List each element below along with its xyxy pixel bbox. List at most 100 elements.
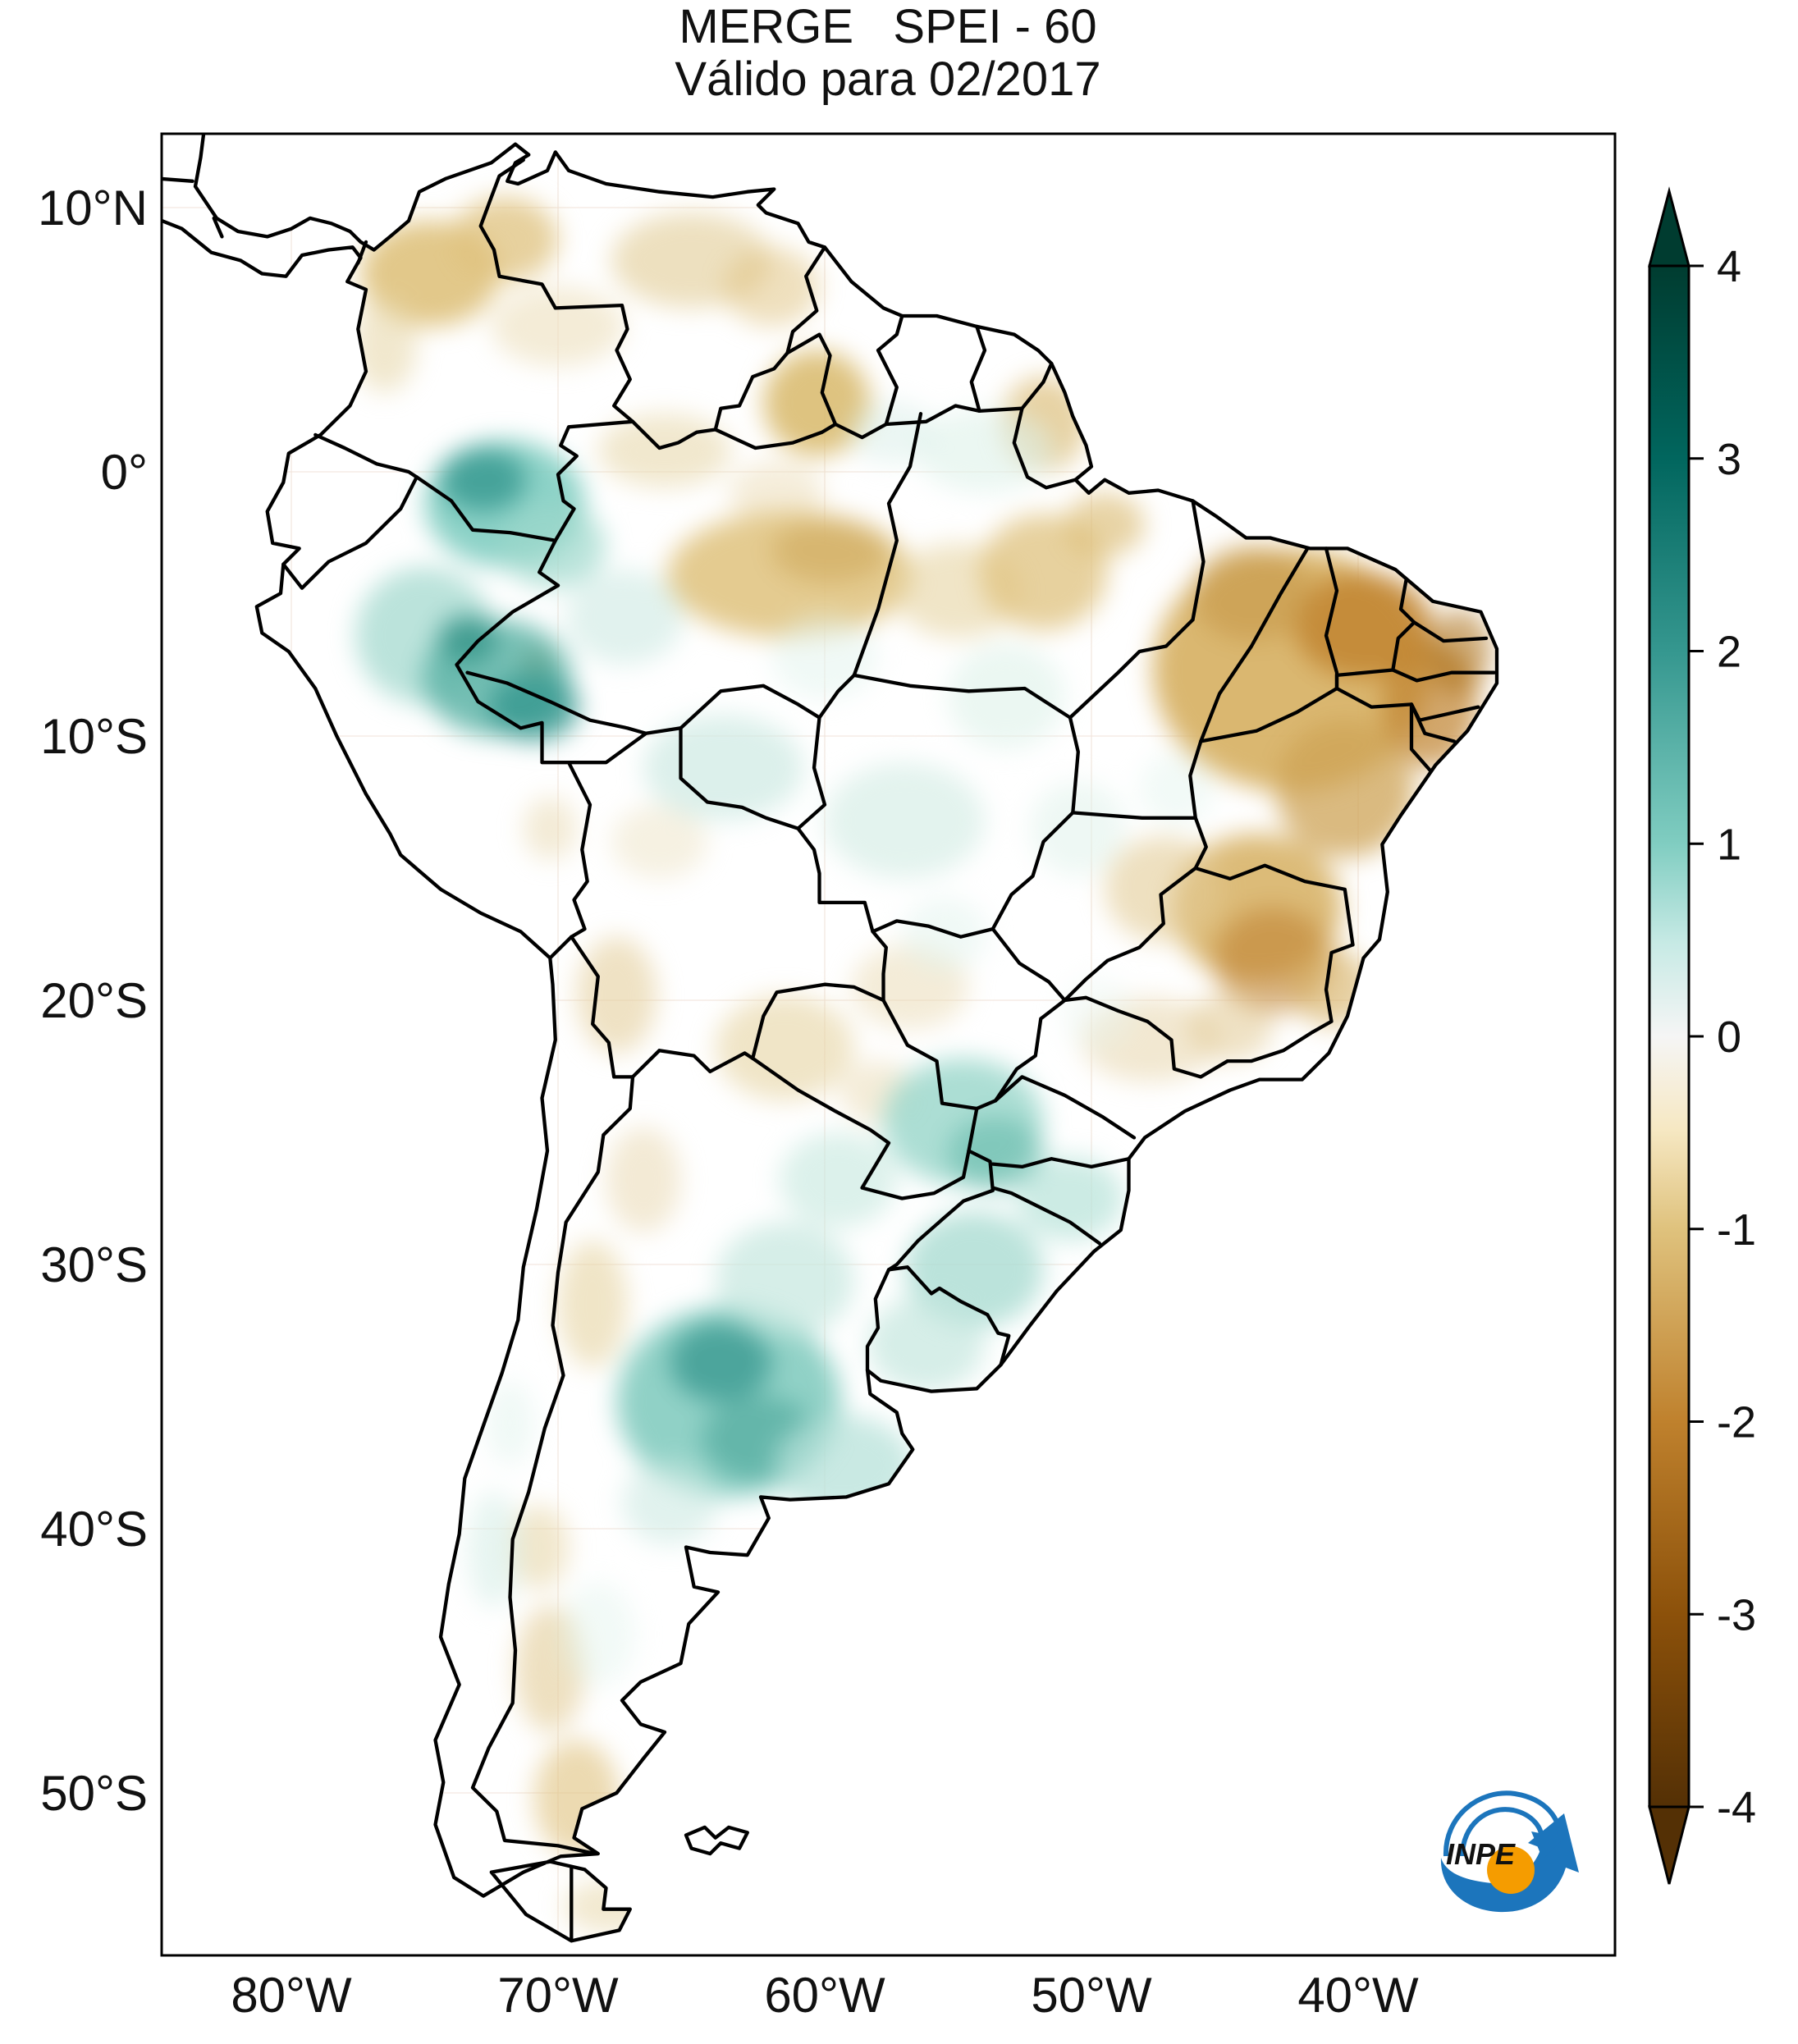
boundary-line	[991, 926, 1067, 1003]
spei-anomaly-blob	[510, 1505, 569, 1589]
lat-tick-label: 40°S	[40, 1502, 148, 1557]
boundary-line	[212, 216, 224, 239]
spei-anomaly-blob	[1059, 976, 1134, 1051]
inpe-logo-outer-swirl-icon	[1443, 1790, 1562, 1857]
spei-anomaly-blob	[565, 569, 684, 665]
boundary-line	[993, 1075, 1137, 1140]
boundary-line	[1012, 406, 1077, 490]
spei-anomaly-blob	[622, 1460, 718, 1545]
boundary-line	[713, 422, 838, 450]
spei-anomaly-blob	[902, 897, 988, 972]
spei-anomaly-blob	[491, 286, 625, 367]
boundary-line	[1199, 546, 1310, 743]
spei-anomaly-blob	[1275, 720, 1415, 858]
lon-tick-label: 70°W	[497, 1968, 619, 2023]
boundary-line	[969, 324, 987, 414]
colorbar-ticks	[1689, 264, 1704, 1809]
boundary-line	[852, 673, 1073, 720]
boundary-line	[470, 1075, 635, 1856]
colorbar-tick-label: 0	[1717, 1013, 1741, 1062]
boundary-line	[1071, 811, 1197, 820]
spei-anomaly-blob	[437, 614, 497, 662]
boundary-line	[162, 176, 194, 183]
boundary-line	[1225, 1030, 1315, 1063]
spei-anomaly-blob	[1064, 492, 1146, 557]
spei-anomaly-blob	[441, 448, 526, 512]
boundary-line	[1391, 668, 1496, 683]
boundary-line	[630, 1049, 755, 1079]
lon-tick-label: 40°W	[1297, 1968, 1419, 2023]
boundary-line	[1199, 686, 1339, 743]
boundary-line	[548, 935, 574, 960]
spei-anomaly-blob	[1139, 752, 1215, 826]
boundary-line	[876, 313, 904, 427]
spei-anomaly-blob	[1081, 997, 1219, 1082]
boundary-line	[566, 761, 592, 939]
spei-anomaly-blob	[486, 1380, 534, 1466]
spei-anomaly-blob	[915, 408, 1055, 493]
colorbar-labels: 4 3 2 1 0 -1 -2 -3 -4	[1717, 242, 1756, 1832]
boundary-line	[570, 935, 635, 1079]
boundary-line	[1311, 943, 1355, 1034]
boundary-line	[1063, 995, 1229, 1079]
spei-anomaly-blob	[1187, 992, 1273, 1062]
inpe-logo-orange-dot-icon	[1487, 1846, 1535, 1894]
lon-tick-label: 80°W	[231, 1968, 352, 2023]
spei-anomaly-blob	[523, 797, 577, 861]
lat-tick-label: 0°	[101, 445, 148, 500]
colorbar-tick-label: 3	[1717, 435, 1741, 484]
map-frame	[160, 132, 1617, 1957]
spei-anomaly-blob	[1105, 836, 1223, 943]
spei-anomaly-blob	[560, 1581, 636, 1688]
spei-anomaly-blob	[515, 1605, 585, 1732]
boundary-line	[886, 1265, 1011, 1367]
spei-anomaly-blob	[611, 804, 707, 879]
lon-axis-labels: 80°W 70°W 60°W 50°W 40°W	[231, 1968, 1419, 2023]
lat-tick-label: 10°N	[38, 181, 148, 235]
boundary-line	[553, 419, 635, 542]
boundary-line	[630, 350, 789, 450]
boundary-line	[679, 684, 821, 730]
boundary-line	[1409, 702, 1457, 743]
inpe-logo-inner-swirl-icon	[1460, 1807, 1544, 1857]
spei-anomaly-blob	[352, 297, 417, 393]
spei-anomaly-blob	[723, 247, 820, 327]
colorbar-gradient-bar	[1648, 264, 1690, 1809]
spei-anomaly-blob	[825, 762, 985, 879]
boundary-line	[1193, 863, 1355, 947]
boundary-line	[455, 583, 571, 765]
spei-anomaly-blob	[779, 1132, 897, 1228]
colorbar: 4 3 2 1 0 -1 -2 -3 -4	[1648, 186, 1756, 1885]
spei-anomaly-blob	[576, 936, 657, 1054]
boundary-line	[993, 998, 1067, 1103]
colorbar-extend-top-arrow-icon	[1648, 186, 1690, 268]
lat-tick-label: 50°S	[40, 1766, 148, 1821]
spei-anomaly-blob	[670, 1322, 772, 1402]
colorbar-tick-label: 4	[1717, 242, 1741, 291]
boundary-line	[1063, 866, 1197, 1003]
boundary-line	[1068, 618, 1195, 720]
boundary-line	[881, 998, 979, 1153]
spei-anomaly-blob	[557, 1241, 628, 1368]
colorbar-tick-label: 2	[1717, 628, 1741, 677]
country-state-borders	[162, 158, 1496, 1941]
colorbar-tick-label: 1	[1717, 820, 1741, 869]
boundary-line	[465, 670, 648, 735]
colorbar-tick-label: -2	[1717, 1398, 1756, 1447]
boundary-line	[751, 982, 885, 1060]
inpe-logo-swirl-arrowhead-icon	[1531, 1831, 1564, 1859]
inpe-logo-text: INPE	[1446, 1837, 1516, 1871]
spei-anomaly-blob	[715, 1222, 854, 1339]
boundary-line	[796, 716, 827, 830]
lon-tick-label: 60°W	[764, 1968, 885, 2023]
boundary-line	[785, 245, 827, 355]
boundary-line	[785, 332, 888, 440]
spei-field	[352, 197, 1492, 1933]
boundary-line	[281, 475, 419, 590]
lat-tick-label: 30°S	[40, 1237, 148, 1292]
lat-tick-label: 10°S	[40, 709, 148, 764]
